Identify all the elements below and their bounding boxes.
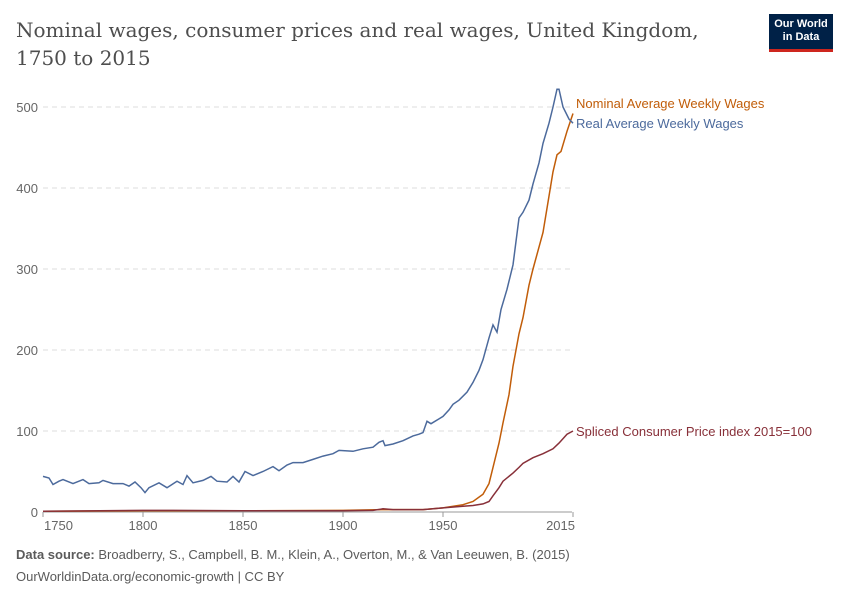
series-label-2: Spliced Consumer Price index 2015=100 [576,424,812,439]
source-text: Broadberry, S., Campbell, B. M., Klein, … [94,547,570,562]
x-tick-label: 1800 [129,518,158,533]
y-tick-label: 500 [16,100,38,115]
logo-line-1: Our World [774,18,828,30]
source-label: Data source: [16,547,95,562]
license-link[interactable]: OurWorldinData.org/economic-growth | CC … [16,569,285,584]
y-tick-label: 200 [16,343,38,358]
y-tick-label: 300 [16,262,38,277]
x-tick-label: 1950 [429,518,458,533]
y-tick-label: 400 [16,181,38,196]
owid-logo[interactable]: Our World in Data [769,14,833,52]
x-tick-label: 2015 [546,518,575,533]
chart-title: Nominal wages, consumer prices and real … [16,18,699,70]
y-tick-label: 100 [16,424,38,439]
series-line-2 [42,430,574,512]
x-tick-label: 1900 [329,518,358,533]
series-label-0: Nominal Average Weekly Wages [576,96,765,111]
y-tick-label: 0 [31,505,38,520]
logo-line-2: in Data [782,31,820,43]
series-line-0 [42,113,574,512]
x-tick-label: 1750 [44,518,73,533]
series-label-1: Real Average Weekly Wages [576,116,744,131]
data-source: Data source: Broadberry, S., Campbell, B… [16,547,570,562]
x-tick-label: 1850 [229,518,258,533]
series-line-1 [42,88,574,494]
